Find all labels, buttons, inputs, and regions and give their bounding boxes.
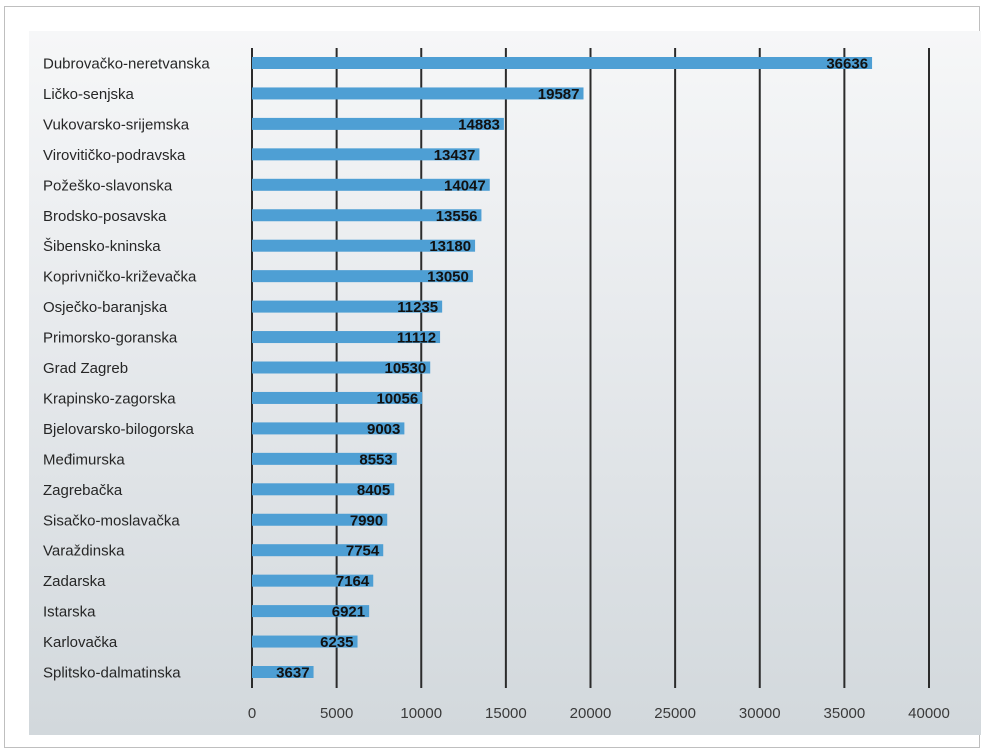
bar — [252, 666, 314, 678]
category-label: Bjelovarsko-bilogorska — [43, 421, 195, 438]
category-label: Sisačko-moslavačka — [43, 512, 180, 529]
value-label: 7164 — [336, 573, 370, 590]
bar — [252, 209, 482, 222]
x-tick-label: 0 — [248, 705, 256, 722]
value-label: 7990 — [350, 512, 383, 529]
bar — [252, 300, 443, 313]
x-tick-label: 30000 — [739, 705, 781, 722]
category-label: Šibensko-kninska — [43, 238, 161, 255]
x-tick-label: 35000 — [824, 705, 866, 722]
value-label: 7754 — [346, 543, 380, 560]
bar — [252, 391, 423, 404]
value-label: 11235 — [397, 299, 438, 316]
value-label: 3637 — [276, 665, 309, 682]
bar — [252, 513, 388, 526]
bar — [252, 574, 374, 587]
category-label: Koprivničko-križevačka — [43, 269, 197, 286]
category-label: Virovitičko-podravska — [43, 147, 186, 164]
bar — [252, 361, 431, 374]
bar — [252, 605, 370, 618]
category-label: Grad Zagreb — [43, 360, 128, 377]
bar — [252, 87, 584, 100]
x-tick-label: 10000 — [400, 705, 442, 722]
x-tick-label: 5000 — [320, 705, 353, 722]
bar — [252, 422, 405, 435]
category-label: Karlovačka — [43, 634, 118, 651]
category-label: Vukovarsko-srijemska — [43, 116, 190, 133]
category-label: Požeško-slavonska — [43, 177, 173, 194]
value-labels: 36636 19587 14883 13437 14047 13556 13180 13050… — [276, 56, 868, 682]
x-tick-label: 25000 — [654, 705, 696, 722]
bar — [252, 452, 397, 465]
x-axis-tick-labels: 0 5000 10000 15000 20000 25000 30000 35000 40000 — [248, 705, 950, 722]
category-label: Međimurska — [43, 451, 125, 468]
bars — [252, 57, 873, 678]
value-label: 10056 — [376, 390, 418, 407]
bar — [252, 483, 395, 496]
category-label: Varaždinska — [43, 543, 125, 560]
bar — [252, 239, 476, 252]
bar — [252, 178, 490, 191]
category-label: Ličko-senjska — [43, 86, 135, 103]
bar — [252, 544, 384, 557]
category-labels: Dubrovačko-neretvanska Ličko-senjska Vukov… — [43, 56, 210, 682]
category-label: Krapinsko-zagorska — [43, 390, 176, 407]
category-label: Dubrovačko-neretvanska — [43, 56, 210, 73]
bar — [252, 57, 873, 69]
value-label: 13437 — [434, 147, 476, 164]
category-label: Brodsko-posavska — [43, 208, 167, 225]
value-label: 8553 — [359, 451, 392, 468]
bar — [252, 635, 358, 648]
value-label: 10530 — [385, 360, 427, 377]
bar — [252, 148, 480, 161]
category-label: Osječko-baranjska — [43, 299, 168, 316]
x-tick-label: 20000 — [570, 705, 612, 722]
value-label: 13556 — [436, 208, 478, 225]
category-label: Zagrebačka — [43, 482, 123, 499]
category-label: Zadarska — [43, 573, 106, 590]
value-label: 8405 — [357, 482, 390, 499]
value-label: 14047 — [444, 177, 486, 194]
x-tick-label: 15000 — [485, 705, 527, 722]
value-label: 13180 — [429, 238, 471, 255]
value-label: 36636 — [826, 56, 868, 73]
value-label: 14883 — [458, 116, 500, 133]
value-label: 13050 — [427, 269, 469, 286]
bar — [252, 270, 473, 283]
value-label: 6235 — [320, 634, 353, 651]
category-label: Splitsko-dalmatinska — [43, 665, 181, 682]
category-label: Istarska — [43, 604, 96, 621]
value-label: 19587 — [538, 86, 580, 103]
bar — [252, 331, 441, 344]
value-label: 11112 — [397, 330, 436, 347]
x-tick-label: 40000 — [908, 705, 950, 722]
value-label: 9003 — [367, 421, 400, 438]
value-label: 6921 — [332, 604, 365, 621]
bar — [252, 117, 504, 130]
category-label: Primorsko-goranska — [43, 330, 178, 347]
